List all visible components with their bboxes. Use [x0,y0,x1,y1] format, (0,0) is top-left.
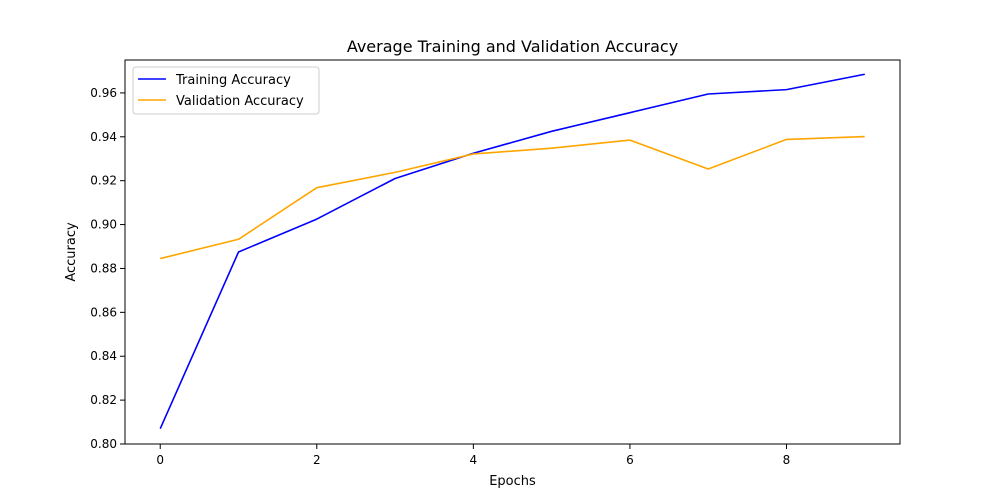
y-tick-label: 0.90 [90,218,117,232]
legend: Training Accuracy Validation Accuracy [132,66,320,115]
chart-title: Average Training and Validation Accuracy [347,37,678,56]
y-tick-label: 0.84 [90,349,117,363]
training-accuracy-line [159,73,865,429]
x-axis-label: Epochs [489,474,536,489]
y-tick-label: 0.92 [90,174,117,188]
legend-box [132,66,320,115]
plot-area [159,73,865,429]
y-tick-label: 0.88 [90,261,117,275]
training-accuracy-legend-label: Training Accuracy [175,73,291,88]
y-tick-label: 0.86 [90,305,117,319]
y-tick-label: 0.80 [90,437,117,451]
y-axis-label: Accuracy [64,222,79,282]
y-axis: 0.80 0.82 0.84 0.86 0.88 0.90 0.92 0.94 0.96 [90,86,125,451]
x-tick-label: 0 [156,453,164,467]
plot-frame [124,59,901,445]
validation-accuracy-legend-label: Validation Accuracy [176,94,304,109]
x-axis: 0 2 4 6 8 [156,444,790,467]
x-tick-label: 2 [313,453,321,467]
x-tick-label: 8 [783,453,791,467]
validation-accuracy-line [160,135,865,260]
x-tick-label: 6 [626,453,634,467]
y-tick-label: 0.94 [90,130,117,144]
y-tick-label: 0.96 [90,86,117,100]
x-tick-label: 4 [470,453,478,467]
y-tick-label: 0.82 [90,393,117,407]
